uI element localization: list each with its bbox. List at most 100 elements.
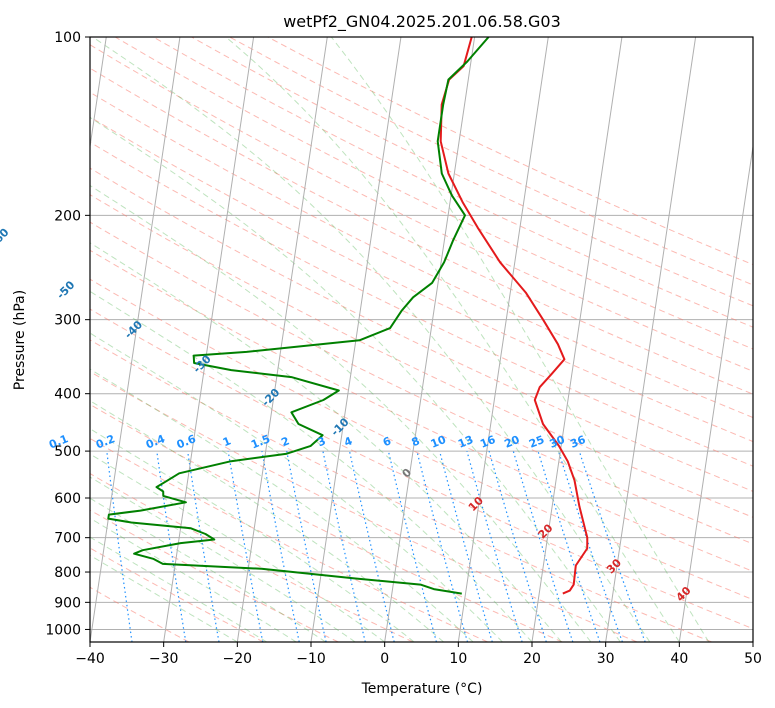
dry-adiabat [90,437,488,642]
mixing-ratio-label: 30 [548,433,567,451]
isotherm-gridline [90,37,107,150]
dry-adiabat [267,37,753,266]
isotherm-label: -50 [54,278,77,301]
x-tick-label: 10 [449,651,467,667]
mixing-ratio-label: 8 [410,434,422,449]
mixing-ratio-line [578,450,646,642]
mixing-ratio-line [439,450,493,642]
moist-adiabat [92,37,651,642]
mixing-ratio-label: 10 [429,433,448,451]
x-axis-ticks: −40 −30 −20 −10 0 10 20 30 40 50 [75,642,762,667]
dry-adiabat [90,509,339,642]
moist-adiabat [90,428,415,642]
y-tick-label: 600 [54,491,81,507]
moist-adiabat [90,242,562,642]
temperature-profile [439,37,589,595]
dry-adiabat [90,371,638,642]
moist-adiabat [90,497,326,642]
dry-adiabat [153,37,753,328]
y-tick-label: 300 [54,313,81,329]
isotherm-gridline [384,37,476,642]
mixing-ratio-line [488,450,547,642]
y-tick-label: 100 [54,30,81,46]
isotherm-gridline [531,37,623,642]
dewpoint-profile [107,37,490,595]
x-tick-label: 40 [670,651,688,667]
x-tick-label: −30 [149,651,179,667]
moist-adiabat [90,476,356,642]
dry-adiabat [90,44,753,372]
isotherm-label: 40 [674,584,694,604]
mixing-ratio-line [557,450,623,642]
isotherm-gridline [236,37,328,642]
dry-adiabat [90,403,563,642]
dry-adiabat [90,278,753,601]
y-tick-label: 700 [54,531,81,547]
mixing-ratio-line [512,450,574,642]
moist-adiabat [90,116,621,642]
moist-adiabat [225,37,680,642]
chart-title: wetPf2_GN04.2025.201.06.58.G03 [283,12,561,32]
mixing-ratio-label: 0.4 [144,432,167,451]
y-axis-ticks: 100 200 300 400 500 600 700 800 900 1000 [45,30,90,638]
y-tick-label: 400 [54,387,81,403]
x-tick-label: 30 [597,651,615,667]
mixing-ratio-label: 0.2 [94,432,117,451]
dry-adiabat [90,473,414,642]
mixing-ratio-label: 6 [381,434,393,449]
x-tick-label: 50 [744,651,762,667]
isotherm-gridline [457,37,549,642]
moist-adiabat [90,332,503,642]
y-tick-label: 800 [54,565,81,581]
moist-adiabat [90,536,268,642]
mixing-ratio-label: 3 [316,434,328,449]
x-tick-label: 20 [523,651,541,667]
moist-adiabat [90,400,444,642]
isotherm-gridline [678,143,753,642]
dry-adiabat [90,586,190,642]
mixing-ratio-line [286,450,327,642]
isotherm-label: -40 [122,318,145,341]
isotherm-label: -20 [259,386,282,409]
plot-frame [89,36,754,643]
dry-adiabat [90,547,264,642]
isotherm-gridline [310,37,402,642]
isotherm-gridline [752,638,753,642]
x-tick-label: −20 [223,651,253,667]
dry-adiabat [90,67,753,395]
plot-background-lines [90,37,753,642]
isotherm-label: 20 [536,521,556,541]
mixing-ratio-label: 4 [342,434,354,449]
y-tick-label: 1000 [45,622,81,638]
x-tick-label: −40 [75,651,105,667]
dry-adiabat [90,167,753,492]
isotherm-label: 10 [466,494,486,514]
isotherm-label: 30 [604,556,624,576]
moist-adiabat [90,368,474,642]
mixing-ratio-label: 1 [221,434,233,449]
isotherm-gridline [90,37,181,642]
mixing-ratio-line [322,450,366,642]
x-tick-label: 0 [380,651,389,667]
dry-adiabat [90,308,753,630]
mixing-ratio-line [537,450,601,642]
moist-adiabat [90,453,385,642]
mixing-ratio-label: 2 [279,434,291,449]
dry-adiabat [90,194,753,518]
mixing-ratio-label: 13 [456,433,475,451]
isotherm-label: -60 [0,226,12,249]
mixing-ratio-label: 16 [478,433,497,451]
dry-adiabat [90,116,753,443]
moist-adiabat [90,290,533,642]
moist-adiabat [90,554,238,642]
line-labels: 0.10.20.40.611.52346810131620253036-100-… [0,226,694,605]
y-tick-label: 900 [54,595,81,611]
moist-adiabat [330,37,710,642]
x-axis-label: Temperature (°C) [361,681,483,697]
mixing-ratio-line [106,451,133,642]
mixing-ratio-line [348,450,395,642]
y-axis-label: Pressure (hPa) [12,290,28,390]
mixing-ratio-line [187,451,220,642]
mixing-ratio-line [227,451,264,642]
